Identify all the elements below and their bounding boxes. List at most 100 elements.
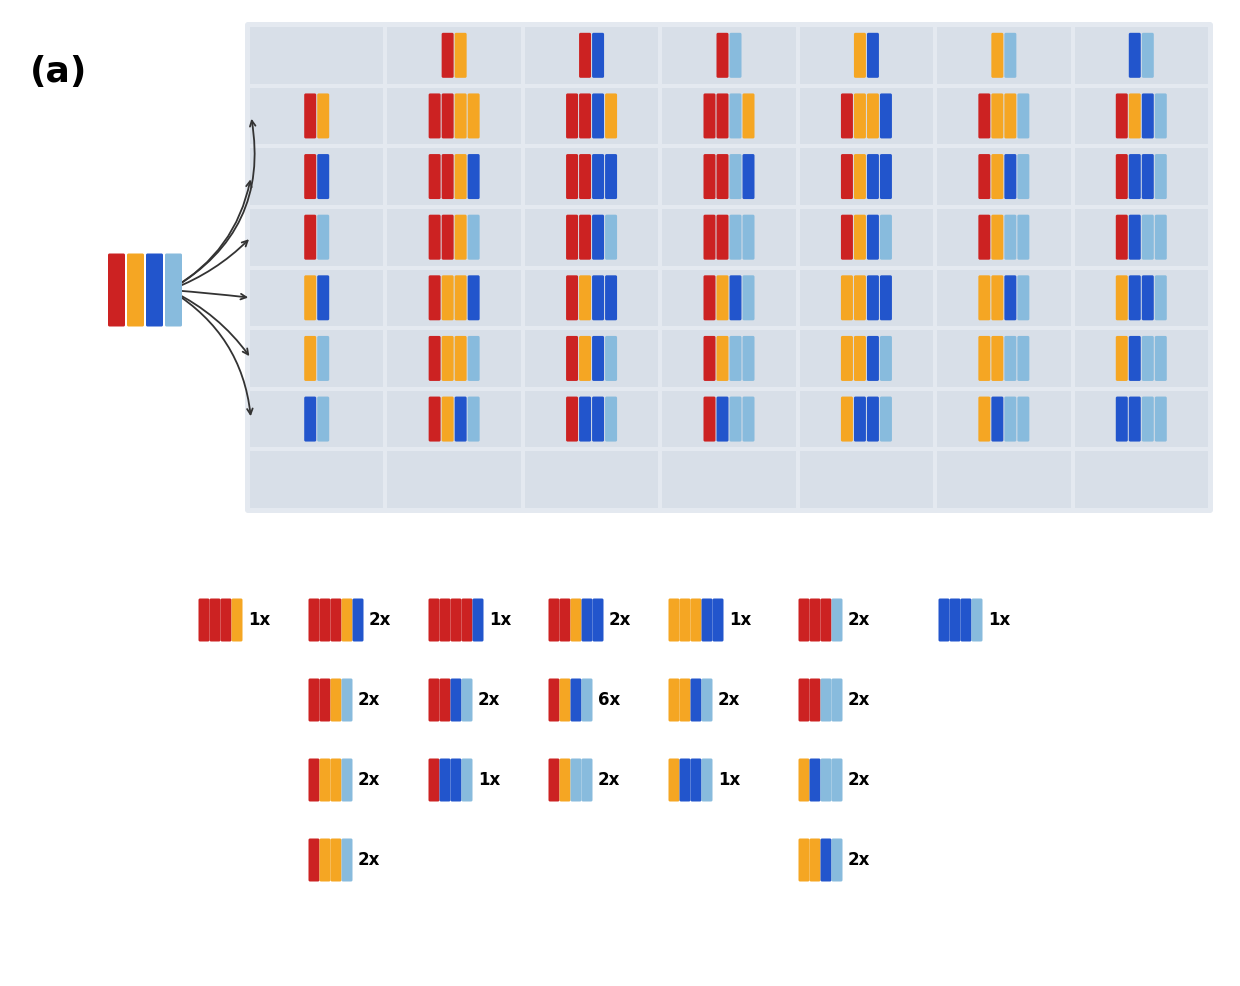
Bar (937, 27, 1070, 84)
FancyBboxPatch shape (1004, 33, 1017, 78)
FancyBboxPatch shape (880, 215, 892, 259)
FancyBboxPatch shape (309, 838, 320, 881)
FancyBboxPatch shape (832, 678, 842, 722)
FancyBboxPatch shape (304, 215, 316, 259)
Bar (800, 209, 934, 265)
FancyBboxPatch shape (743, 94, 754, 138)
FancyBboxPatch shape (450, 678, 461, 722)
FancyBboxPatch shape (461, 599, 472, 642)
FancyBboxPatch shape (455, 336, 466, 381)
FancyBboxPatch shape (1017, 336, 1029, 381)
FancyBboxPatch shape (467, 94, 480, 138)
FancyBboxPatch shape (821, 838, 832, 881)
FancyBboxPatch shape (331, 678, 341, 722)
FancyBboxPatch shape (429, 758, 439, 802)
FancyBboxPatch shape (441, 94, 454, 138)
FancyBboxPatch shape (579, 215, 591, 259)
FancyBboxPatch shape (570, 599, 582, 642)
FancyBboxPatch shape (304, 336, 316, 381)
FancyBboxPatch shape (1154, 154, 1167, 199)
FancyBboxPatch shape (799, 758, 810, 802)
Bar (250, 88, 383, 144)
FancyBboxPatch shape (579, 336, 591, 381)
FancyBboxPatch shape (841, 94, 853, 138)
FancyBboxPatch shape (1004, 215, 1017, 259)
FancyBboxPatch shape (455, 215, 466, 259)
Bar (937, 148, 1070, 205)
FancyBboxPatch shape (729, 215, 742, 259)
FancyBboxPatch shape (455, 33, 466, 78)
FancyBboxPatch shape (717, 33, 728, 78)
FancyBboxPatch shape (854, 215, 866, 259)
Bar (1075, 452, 1208, 508)
FancyBboxPatch shape (548, 678, 559, 722)
Bar (800, 27, 934, 84)
FancyBboxPatch shape (743, 336, 754, 381)
FancyBboxPatch shape (582, 758, 593, 802)
FancyBboxPatch shape (582, 599, 593, 642)
FancyBboxPatch shape (450, 599, 461, 642)
Bar (937, 390, 1070, 448)
FancyBboxPatch shape (1017, 215, 1029, 259)
FancyBboxPatch shape (570, 758, 582, 802)
FancyBboxPatch shape (703, 154, 715, 199)
Bar (937, 330, 1070, 387)
Text: 2x: 2x (848, 611, 870, 629)
FancyBboxPatch shape (1004, 94, 1017, 138)
FancyBboxPatch shape (559, 758, 570, 802)
FancyBboxPatch shape (341, 678, 352, 722)
FancyBboxPatch shape (320, 838, 331, 881)
FancyBboxPatch shape (832, 838, 842, 881)
FancyBboxPatch shape (703, 396, 715, 442)
FancyBboxPatch shape (729, 33, 742, 78)
FancyBboxPatch shape (810, 599, 821, 642)
FancyBboxPatch shape (232, 599, 243, 642)
Bar (250, 330, 383, 387)
FancyBboxPatch shape (702, 678, 713, 722)
FancyBboxPatch shape (439, 599, 450, 642)
FancyBboxPatch shape (1142, 336, 1153, 381)
Bar (662, 27, 796, 84)
Bar (250, 390, 383, 448)
FancyBboxPatch shape (341, 599, 352, 642)
FancyBboxPatch shape (579, 396, 591, 442)
FancyBboxPatch shape (880, 396, 892, 442)
FancyBboxPatch shape (880, 154, 892, 199)
FancyBboxPatch shape (703, 215, 715, 259)
FancyBboxPatch shape (591, 33, 604, 78)
FancyBboxPatch shape (317, 154, 329, 199)
FancyBboxPatch shape (691, 758, 702, 802)
Bar (1075, 330, 1208, 387)
FancyBboxPatch shape (691, 678, 702, 722)
FancyBboxPatch shape (867, 154, 879, 199)
Bar (250, 148, 383, 205)
Bar (1075, 27, 1208, 84)
FancyBboxPatch shape (1128, 336, 1141, 381)
FancyBboxPatch shape (591, 94, 604, 138)
FancyBboxPatch shape (867, 396, 879, 442)
FancyBboxPatch shape (441, 33, 454, 78)
Bar (387, 209, 521, 265)
Text: 2x: 2x (718, 691, 740, 709)
Text: 1x: 1x (988, 611, 1011, 629)
FancyBboxPatch shape (1116, 396, 1128, 442)
FancyBboxPatch shape (1116, 275, 1128, 320)
Bar (662, 452, 796, 508)
Bar (387, 148, 521, 205)
FancyBboxPatch shape (429, 336, 440, 381)
FancyBboxPatch shape (579, 33, 591, 78)
FancyBboxPatch shape (165, 253, 182, 326)
FancyBboxPatch shape (317, 336, 329, 381)
FancyBboxPatch shape (854, 336, 866, 381)
FancyBboxPatch shape (680, 599, 691, 642)
FancyBboxPatch shape (320, 599, 331, 642)
Bar (525, 390, 658, 448)
FancyBboxPatch shape (702, 758, 713, 802)
FancyBboxPatch shape (591, 336, 604, 381)
FancyBboxPatch shape (467, 154, 480, 199)
Bar (525, 269, 658, 326)
Bar (937, 452, 1070, 508)
FancyBboxPatch shape (548, 758, 559, 802)
FancyBboxPatch shape (1154, 336, 1167, 381)
FancyBboxPatch shape (799, 838, 810, 881)
